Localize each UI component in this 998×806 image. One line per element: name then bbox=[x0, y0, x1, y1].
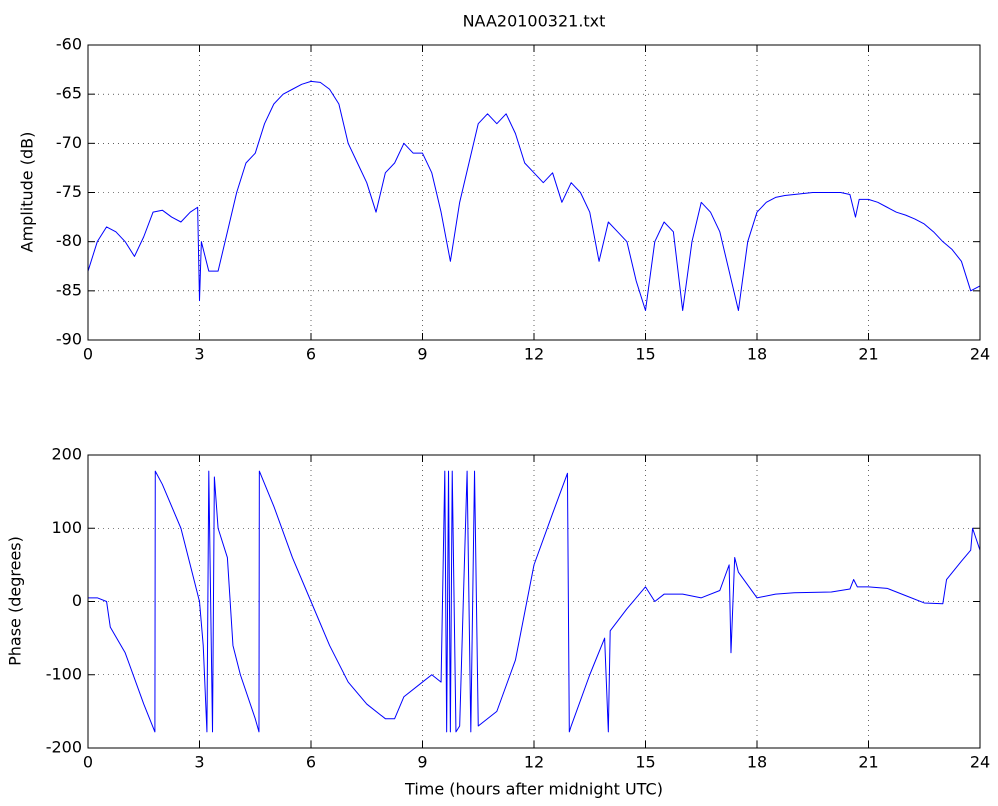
data-line bbox=[87, 80, 981, 311]
x-tick-label: 15 bbox=[635, 753, 655, 772]
x-tick-label: 15 bbox=[635, 345, 655, 364]
y-tick-label: -200 bbox=[46, 738, 82, 757]
x-tick-label: 0 bbox=[83, 345, 93, 364]
y-axis-label: Phase (degrees) bbox=[6, 536, 25, 666]
data-line bbox=[88, 470, 981, 733]
x-tick-label: 21 bbox=[858, 345, 878, 364]
x-tick-label: 6 bbox=[306, 345, 316, 364]
x-axis-label: Time (hours after midnight UTC) bbox=[404, 780, 663, 799]
y-tick-label: 100 bbox=[51, 518, 82, 537]
x-tick-label: 18 bbox=[747, 753, 767, 772]
x-tick-label: 12 bbox=[524, 753, 544, 772]
y-tick-label: -90 bbox=[56, 330, 82, 349]
y-tick-label: -60 bbox=[56, 35, 82, 54]
x-tick-label: 3 bbox=[194, 345, 204, 364]
y-tick-label: 200 bbox=[51, 445, 82, 464]
x-tick-label: 0 bbox=[83, 753, 93, 772]
x-tick-label: 3 bbox=[194, 753, 204, 772]
y-tick-label: -80 bbox=[56, 231, 82, 250]
y-tick-label: 0 bbox=[72, 591, 82, 610]
x-tick-label: 24 bbox=[970, 345, 990, 364]
y-tick-label: -85 bbox=[56, 280, 82, 299]
x-tick-label: 9 bbox=[417, 345, 427, 364]
y-axis-label: Amplitude (dB) bbox=[18, 132, 37, 253]
x-tick-label: 18 bbox=[747, 345, 767, 364]
x-tick-label: 21 bbox=[858, 753, 878, 772]
chart-title: NAA20100321.txt bbox=[463, 12, 606, 31]
plot-frame bbox=[87, 44, 981, 341]
y-tick-label: -100 bbox=[46, 664, 82, 683]
x-tick-label: 12 bbox=[524, 345, 544, 364]
y-tick-label: -70 bbox=[56, 133, 82, 152]
x-tick-label: 6 bbox=[306, 753, 316, 772]
x-tick-label: 24 bbox=[970, 753, 990, 772]
y-tick-label: -75 bbox=[56, 182, 82, 201]
plot-frame bbox=[87, 454, 981, 749]
x-tick-label: 9 bbox=[417, 753, 427, 772]
y-tick-label: -65 bbox=[56, 84, 82, 103]
